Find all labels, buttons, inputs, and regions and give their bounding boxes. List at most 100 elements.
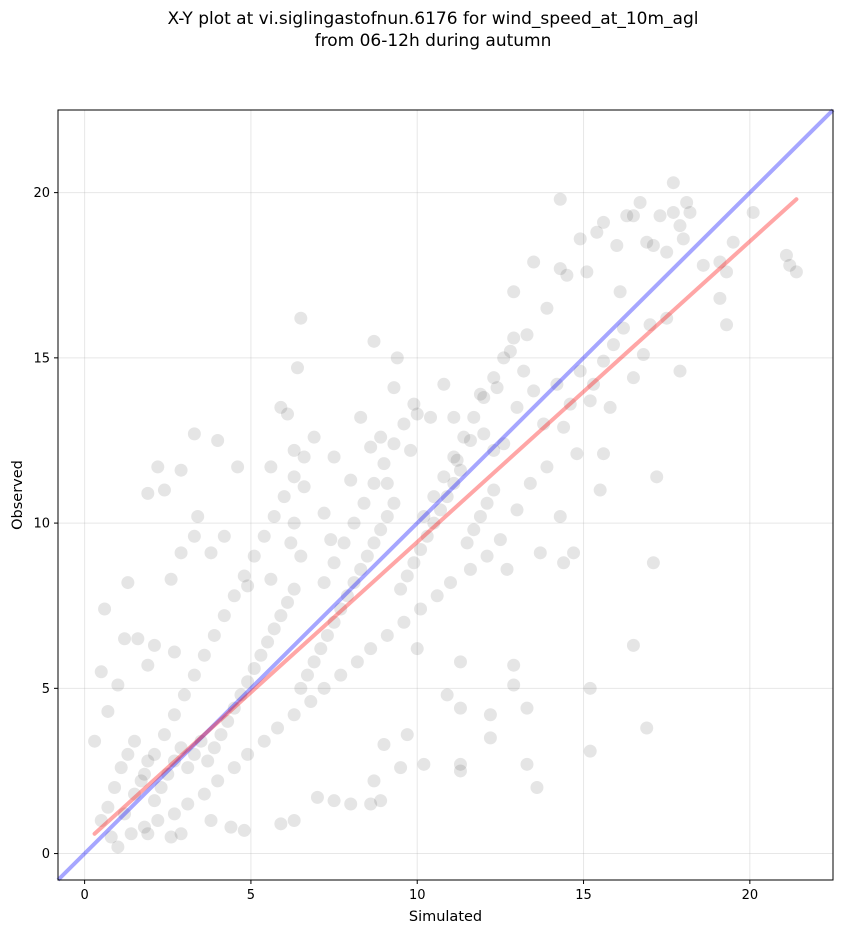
data-point [187,747,201,761]
data-point [487,371,501,385]
data-point [204,814,218,828]
data-point [616,321,630,335]
data-point [374,430,388,444]
data-point [237,569,251,583]
data-point [350,655,364,669]
data-point [94,814,108,828]
data-point [467,410,481,424]
data-point [271,721,285,735]
scatter-points [88,176,803,854]
data-point [610,238,624,252]
data-point [626,209,640,223]
data-point [294,681,308,695]
data-point [187,668,201,682]
data-point [510,400,524,414]
data-point [281,595,295,609]
data-point [437,470,451,484]
data-point [467,523,481,537]
data-point [590,225,604,239]
data-point [307,655,321,669]
data-point [294,549,308,563]
data-point [530,780,544,794]
data-point [300,668,314,682]
data-point [241,675,255,689]
x-axis-label: Simulated [409,909,482,925]
data-point [453,701,467,715]
data-point [407,397,421,411]
data-point [497,351,511,365]
data-point [417,757,431,771]
data-point [477,391,491,405]
data-point [151,814,165,828]
data-point [673,364,687,378]
data-point [633,196,647,210]
data-point [507,331,521,345]
data-point [154,780,168,794]
data-point [636,348,650,362]
data-point [410,642,424,656]
data-point [626,371,640,385]
data-point [367,334,381,348]
data-point [340,589,354,603]
data-point [434,503,448,517]
data-point [427,490,441,504]
x-tick-label: 20 [742,888,759,903]
data-point [237,823,251,837]
data-point [304,695,318,709]
data-point [450,453,464,467]
data-point [174,463,188,477]
data-point [94,665,108,679]
data-point [626,638,640,652]
data-point [197,787,211,801]
data-point [164,572,178,586]
data-point [324,533,338,547]
data-point [118,632,132,646]
data-point [231,460,245,474]
data-point [666,176,680,190]
data-point [650,470,664,484]
data-point [101,704,115,718]
data-point [247,661,261,675]
data-point [264,460,278,474]
data-point [377,457,391,471]
data-point [427,516,441,530]
data-point [141,486,155,500]
x-tick-label: 0 [80,888,88,903]
data-point [257,529,271,543]
data-point [550,377,564,391]
data-point [783,258,797,272]
data-point [194,734,208,748]
data-point [387,496,401,510]
data-point [367,476,381,490]
data-point [157,728,171,742]
data-point [683,205,697,219]
data-point [337,536,351,550]
data-point [151,460,165,474]
data-point [660,311,674,325]
data-point [287,470,301,484]
data-point [214,728,228,742]
data-point [397,417,411,431]
y-tick-label: 5 [42,682,50,697]
data-point [440,490,454,504]
data-point [726,235,740,249]
data-point [713,291,727,305]
data-point [101,800,115,814]
data-point [483,731,497,745]
x-tick-label: 10 [409,888,426,903]
y-tick-label: 0 [42,847,50,862]
data-point [673,219,687,233]
data-point [174,827,188,841]
data-point [537,417,551,431]
data-point [480,549,494,563]
data-point [620,209,634,223]
data-point [540,301,554,315]
data-point [453,757,467,771]
data-point [646,238,660,252]
data-point [274,400,288,414]
data-point [357,496,371,510]
data-point [473,509,487,523]
data-point [666,205,680,219]
data-point [414,602,428,616]
data-point [563,397,577,411]
